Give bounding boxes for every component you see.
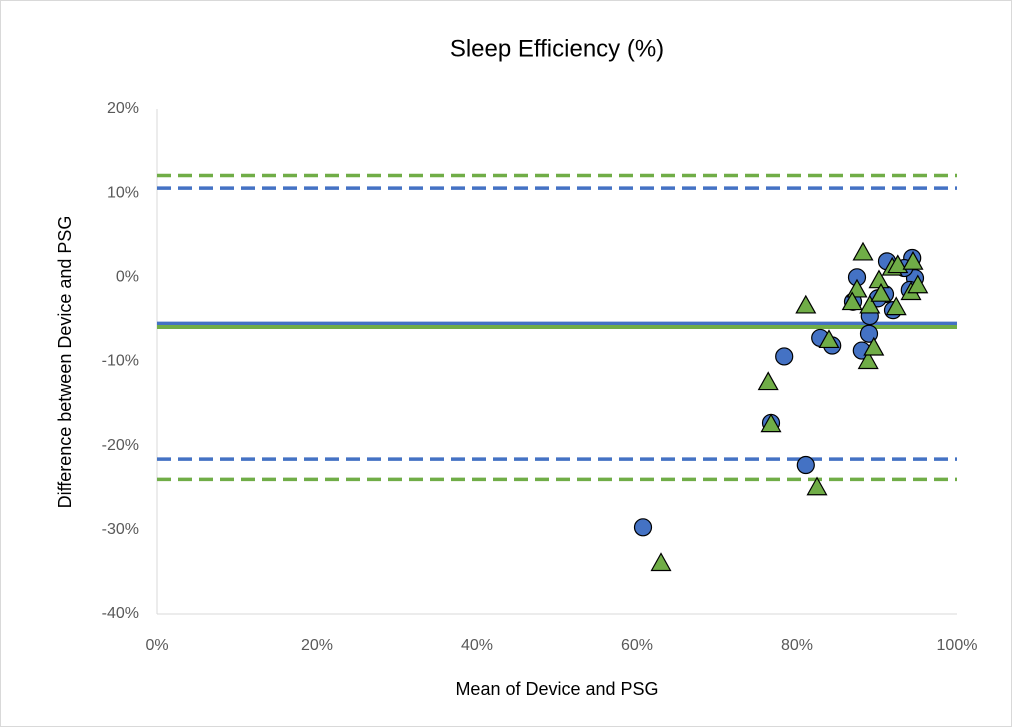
point	[760, 413, 782, 433]
point	[841, 291, 863, 311]
point	[633, 518, 653, 537]
y-tick-label: 10%	[107, 184, 139, 201]
point	[887, 254, 909, 274]
point	[902, 250, 924, 270]
point	[757, 371, 779, 391]
x-tick-label: 20%	[301, 637, 333, 654]
y-tick-label: -20%	[102, 437, 139, 454]
point	[907, 274, 929, 294]
point	[775, 347, 794, 366]
point	[796, 455, 815, 475]
x-tick-label: 60%	[621, 637, 653, 654]
y-tick-label: -40%	[102, 605, 139, 622]
point	[852, 241, 874, 261]
x-tick-label: 80%	[781, 637, 813, 654]
point	[806, 476, 828, 496]
point	[870, 282, 892, 302]
y-tick-label: 20%	[107, 100, 139, 117]
point	[863, 336, 885, 356]
y-tick-label: -10%	[102, 353, 139, 370]
x-tick-label: 0%	[145, 637, 168, 654]
point	[859, 294, 881, 314]
x-tick-label: 40%	[461, 637, 493, 654]
chart-title: Sleep Efficiency (%)	[450, 35, 664, 62]
y-tick-label: -30%	[102, 521, 139, 538]
point	[885, 296, 907, 316]
y-axis-label: Difference between Device and PSG	[55, 216, 75, 509]
point	[818, 329, 840, 349]
x-axis-label: Mean of Device and PSG	[455, 679, 658, 699]
x-tick-label: 100%	[937, 637, 978, 654]
point	[650, 552, 672, 572]
y-tick-label: 0%	[116, 269, 139, 286]
point	[857, 350, 879, 370]
point	[795, 294, 817, 314]
